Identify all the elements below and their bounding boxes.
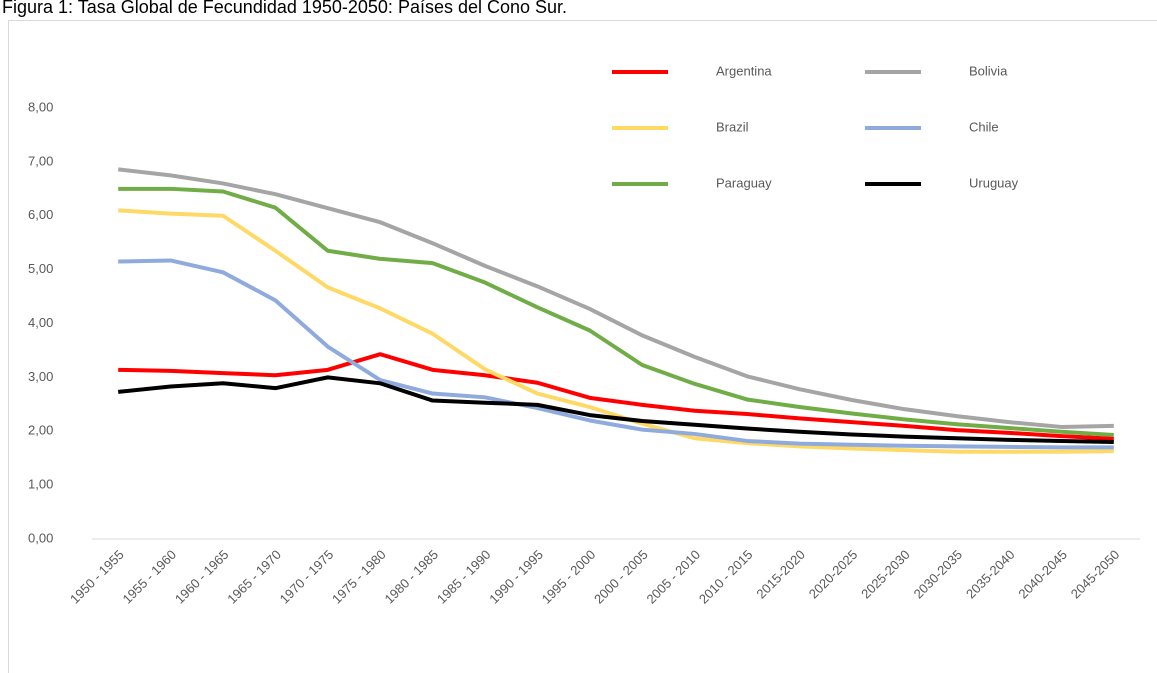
y-tick-label: 1,00 bbox=[28, 477, 53, 492]
x-tick-label: 2035-2040 bbox=[963, 547, 1018, 602]
x-tick-label: 2000 - 2005 bbox=[591, 547, 651, 607]
x-tick-label: 2010 - 2015 bbox=[696, 547, 756, 607]
series-line bbox=[118, 258, 1114, 450]
x-tick-label: 1980 - 1985 bbox=[381, 547, 441, 607]
x-tick-label: 1950 - 1955 bbox=[67, 547, 127, 607]
x-tick-label: 2025-2030 bbox=[858, 547, 913, 602]
legend-label: Paraguay bbox=[716, 175, 772, 190]
series-line bbox=[118, 352, 1114, 441]
y-tick-label: 8,00 bbox=[28, 99, 53, 114]
x-tick-label: 1985 - 1990 bbox=[434, 547, 494, 607]
x-tick-label: 2005 - 2010 bbox=[643, 547, 703, 607]
y-tick-label: 3,00 bbox=[28, 369, 53, 384]
x-tick-label: 1965 - 1970 bbox=[224, 547, 284, 607]
x-tick-label: 2020-2025 bbox=[806, 547, 861, 602]
x-tick-label: 2015-2020 bbox=[753, 547, 808, 602]
y-tick-label: 7,00 bbox=[28, 153, 53, 168]
y-tick-label: 6,00 bbox=[28, 207, 53, 222]
series-line bbox=[118, 186, 1114, 438]
x-tick-label: 1960 - 1965 bbox=[172, 547, 232, 607]
y-tick-label: 0,00 bbox=[28, 530, 53, 545]
legend-label: Bolivia bbox=[969, 63, 1008, 78]
legend-label: Chile bbox=[969, 119, 999, 134]
y-tick-label: 4,00 bbox=[28, 315, 53, 330]
x-tick-label: 2045-2050 bbox=[1068, 547, 1123, 602]
series-line bbox=[118, 208, 1114, 454]
x-tick-label: 1955 - 1960 bbox=[119, 547, 179, 607]
chart-frame bbox=[8, 20, 1157, 673]
x-tick-label: 1990 - 1995 bbox=[486, 547, 546, 607]
legend-label: Argentina bbox=[716, 63, 772, 78]
x-tick-label: 2030-2035 bbox=[911, 547, 966, 602]
x-tick-label: 1970 - 1975 bbox=[277, 547, 337, 607]
x-tick-label: 2040-2045 bbox=[1015, 547, 1070, 602]
series-line bbox=[117, 375, 1114, 445]
x-tick-label: 1975 - 1980 bbox=[329, 547, 389, 607]
y-tick-label: 5,00 bbox=[28, 261, 53, 276]
chart-title: Figura 1: Tasa Global de Fecundidad 1950… bbox=[2, 0, 567, 17]
legend-label: Brazil bbox=[716, 119, 749, 134]
series-line bbox=[117, 167, 1114, 429]
legend-label: Uruguay bbox=[969, 175, 1019, 190]
y-tick-label: 2,00 bbox=[28, 423, 53, 438]
x-tick-label: 1995 - 2000 bbox=[539, 547, 599, 607]
